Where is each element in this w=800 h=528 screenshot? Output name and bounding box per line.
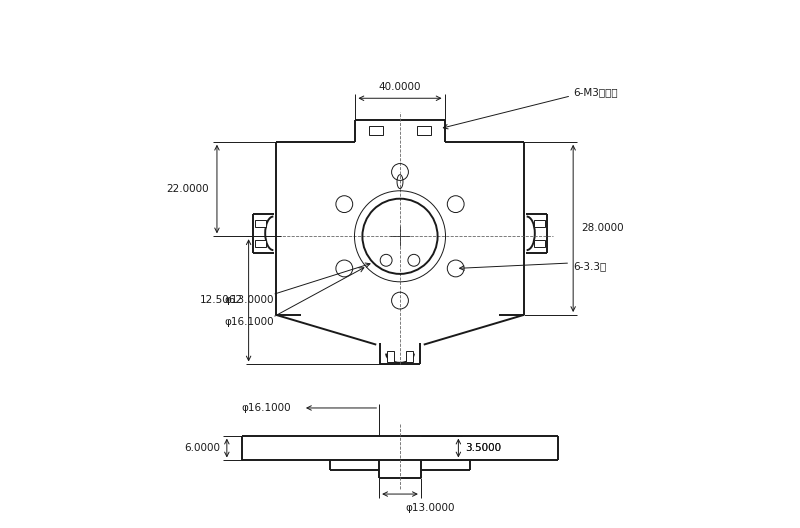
Text: φ13.0000: φ13.0000 [225,295,274,305]
Text: 28.0000: 28.0000 [581,223,624,233]
Text: 22.0000: 22.0000 [166,184,209,194]
Bar [534,240,546,247]
Bar [370,126,383,135]
Text: 40.0000: 40.0000 [378,82,422,92]
Text: 12.5062: 12.5062 [200,295,242,305]
Bar [386,351,394,362]
Text: φ13.0000: φ13.0000 [405,503,454,513]
Bar [406,351,414,362]
Bar [417,126,430,135]
Text: 3.5000: 3.5000 [466,443,502,453]
Text: φ16.1000: φ16.1000 [225,317,274,327]
Bar [534,220,546,227]
Bar [254,220,266,227]
Text: 6-M3螺纹孔: 6-M3螺纹孔 [573,87,618,97]
Text: 6.0000: 6.0000 [184,443,220,453]
Text: φ16.1000: φ16.1000 [242,403,291,413]
Text: 6-3.3州: 6-3.3州 [573,261,606,271]
Text: 3.5000: 3.5000 [466,443,502,453]
Bar [254,240,266,247]
